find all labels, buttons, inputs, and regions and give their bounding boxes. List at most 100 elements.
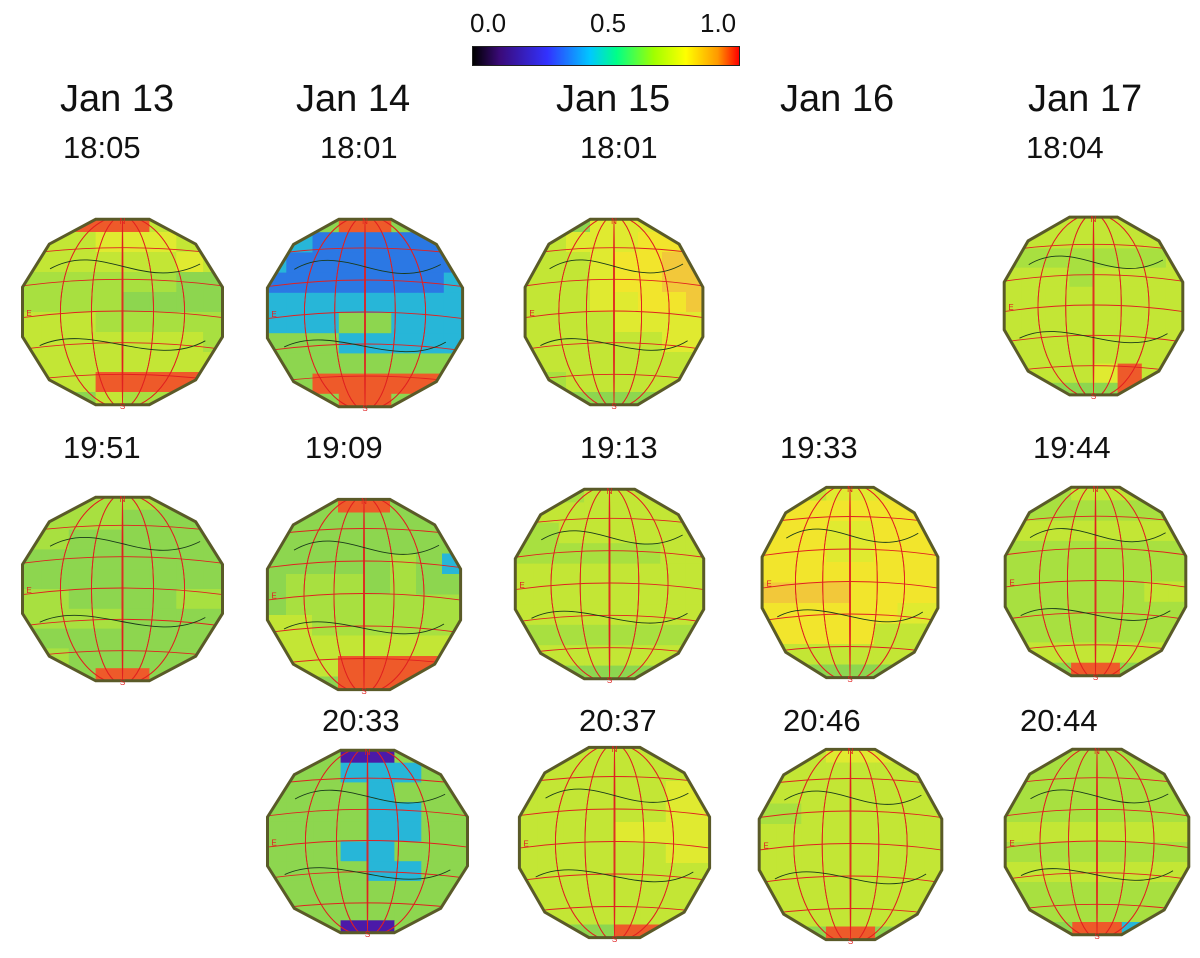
disk-cell — [691, 924, 710, 938]
disk-cell — [95, 232, 124, 253]
disk-cell — [850, 906, 876, 928]
disk-cell — [41, 352, 70, 373]
disk-outline — [265, 497, 463, 692]
disk-cell — [801, 783, 827, 805]
disk-cell — [1004, 363, 1022, 384]
east-marker: E — [271, 310, 276, 319]
disk-cell — [897, 487, 922, 502]
disk-cell — [566, 232, 591, 253]
disk-cell — [537, 781, 564, 803]
disk-cell — [1022, 520, 1048, 542]
disk-cell — [1047, 802, 1073, 823]
disk-cell — [1095, 601, 1121, 623]
disk-outline — [266, 748, 469, 935]
disk-cell — [614, 822, 641, 844]
disk-cell — [1168, 540, 1186, 562]
disk-cell — [686, 332, 703, 353]
disk-cell — [203, 668, 223, 681]
disk-cell — [634, 502, 661, 524]
disk-cell — [640, 883, 667, 905]
disk-cell — [776, 749, 802, 764]
disk-cell — [443, 333, 463, 354]
disk-cell — [421, 920, 449, 933]
disk-cell — [122, 392, 150, 405]
disk-cell — [1097, 822, 1123, 843]
disk-cell — [614, 292, 639, 313]
disk-cell — [825, 749, 852, 764]
disk-cell — [875, 906, 901, 928]
disk-cell — [584, 584, 611, 605]
disk-cell — [365, 333, 392, 354]
disk-cell — [686, 232, 703, 253]
disk-cell — [850, 885, 876, 907]
disk-cell — [921, 500, 938, 522]
disk-cell — [176, 497, 204, 511]
disk-cell — [924, 824, 942, 846]
disk-jan17-2044: N E S — [1003, 747, 1191, 941]
disk-cell — [924, 865, 942, 887]
disk-cell — [897, 603, 922, 625]
disk-cell — [176, 352, 204, 373]
disk-cell — [416, 533, 443, 555]
disk-cell — [686, 272, 703, 293]
disk-cell — [802, 541, 827, 563]
disk-cell — [367, 750, 395, 764]
disk-jan15-1801: N E S — [523, 217, 705, 411]
disk-cell — [394, 821, 422, 843]
disk-cell — [176, 392, 204, 405]
disk-cell — [312, 292, 340, 314]
disk-jan14-2033: N E S — [266, 748, 469, 939]
disk-cell — [614, 801, 641, 823]
south-marker: S — [607, 676, 612, 685]
time-label-jan14-row1: 18:01 — [320, 130, 398, 165]
disk-cell — [390, 512, 417, 534]
disk-cell — [1119, 540, 1145, 562]
disk-cell — [1165, 267, 1183, 288]
disk-cell — [924, 803, 942, 825]
disk-cell — [634, 543, 661, 565]
disk-cell — [614, 352, 639, 373]
disk-cell — [1117, 229, 1143, 249]
disk-cell — [826, 487, 851, 502]
time-label-jan13-row2: 19:51 — [63, 430, 141, 465]
disk-cell — [640, 760, 667, 782]
disk-cell — [850, 824, 876, 846]
disk-cell — [41, 569, 70, 590]
north-marker: N — [361, 497, 367, 506]
time-label-jan17-row1: 18:04 — [1026, 130, 1104, 165]
disk-cell — [1093, 217, 1119, 230]
disk-cell — [519, 924, 539, 938]
disk-cell — [1004, 286, 1022, 307]
disk-cell — [1021, 217, 1046, 230]
disk-cell — [1071, 642, 1097, 664]
disk-cell — [1046, 500, 1072, 522]
disk-cell — [122, 272, 150, 293]
disk-cell — [394, 900, 422, 921]
disk-cell — [267, 920, 288, 933]
disk-cell — [95, 272, 124, 293]
time-label-jan15-row3: 20:37 — [579, 703, 657, 738]
disk-cell — [850, 582, 875, 604]
disk-cell — [22, 509, 43, 531]
disk-cell — [584, 489, 611, 503]
disk-cell — [801, 844, 827, 866]
disk-cell — [1004, 217, 1022, 230]
disk-cell — [691, 904, 710, 926]
disk-cell — [515, 502, 534, 524]
disk-cell — [802, 582, 827, 604]
disk-cell — [286, 292, 314, 314]
disk-cell — [660, 563, 687, 585]
disk-cell — [759, 824, 778, 846]
disk-cell — [588, 747, 616, 762]
disk-cell — [176, 332, 204, 353]
disk-cell — [22, 372, 43, 393]
disk-cell — [338, 533, 365, 555]
disk-cell — [1093, 382, 1119, 395]
disk-cell — [542, 252, 567, 273]
disk-cell — [537, 883, 564, 905]
disk-cell — [1117, 248, 1143, 269]
disk-cell — [1071, 561, 1097, 583]
disk-cell — [176, 668, 204, 681]
disk-cell — [416, 676, 443, 690]
disk-cell — [1072, 802, 1098, 823]
